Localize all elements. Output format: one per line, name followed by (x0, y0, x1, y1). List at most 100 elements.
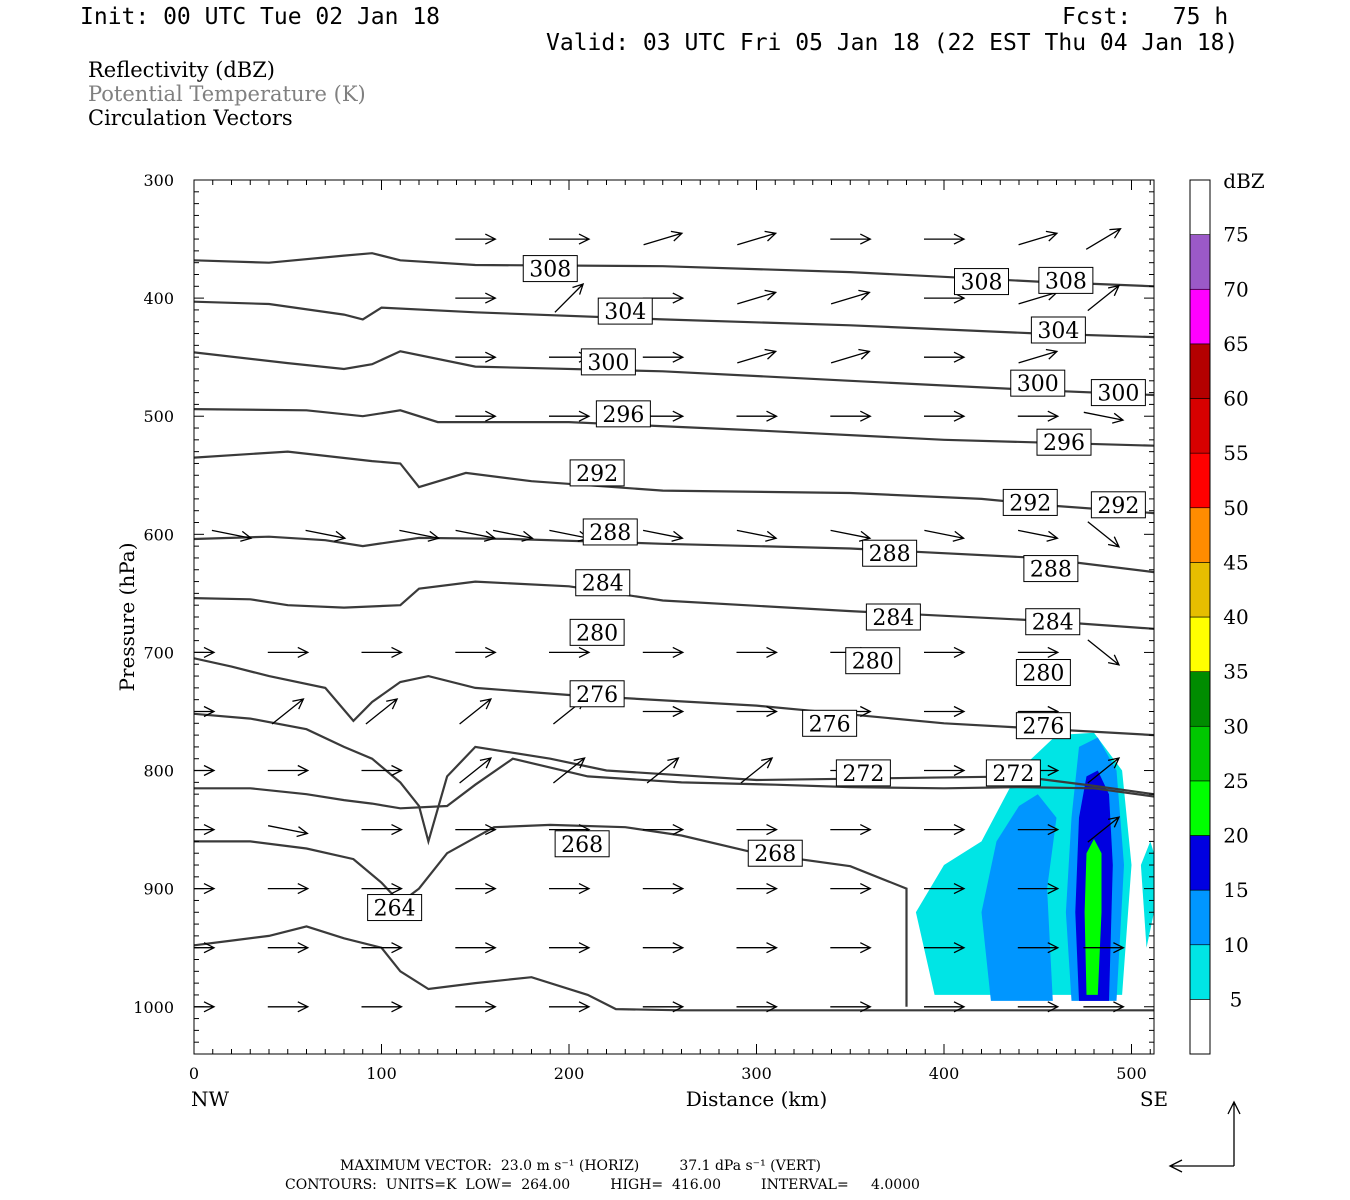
contour-label: 308 (1045, 269, 1087, 294)
circulation-vector (361, 824, 403, 836)
colorbar-bin (1189, 725, 1211, 782)
circulation-vector (924, 410, 966, 422)
circulation-vector (361, 646, 403, 658)
circulation-vector (1017, 529, 1059, 542)
circulation-vector (1087, 639, 1121, 666)
circulation-vector (211, 529, 253, 542)
forecast-hour: Fcst: 75 h (1062, 4, 1229, 30)
colorbar-label: 70 (1223, 277, 1248, 301)
contour-label: 288 (589, 521, 631, 546)
colorbar-bin (1189, 234, 1211, 290)
circulation-vector (1017, 410, 1060, 422)
circulation-vector (549, 1001, 591, 1013)
circulation-vector (643, 230, 684, 246)
circulation-vector (549, 942, 591, 954)
circulation-vector (459, 698, 493, 725)
circulation-vector (455, 410, 497, 422)
contour-label: 272 (842, 762, 884, 787)
contour-label-box (985, 759, 1041, 787)
reflectivity-region (1140, 841, 1154, 948)
circulation-vector (830, 410, 872, 422)
circulation-vector (194, 646, 216, 658)
contour-label-box (1015, 712, 1071, 740)
circulation-vector (361, 883, 403, 895)
colorbar-label: 25 (1223, 769, 1248, 793)
contour-label: 272 (992, 762, 1034, 787)
contour-label-box (747, 839, 803, 867)
contour-label-box (580, 348, 636, 376)
contour-label-box (582, 518, 638, 546)
theta-contour-line (194, 580, 1154, 630)
circulation-vector (736, 705, 778, 718)
colorbar-bin (1189, 343, 1211, 399)
circulation-vector (194, 764, 216, 777)
circulation-vector (492, 529, 534, 542)
contour-label-box (367, 894, 423, 922)
circulation-vector (924, 942, 966, 954)
circulation-vector (194, 1001, 216, 1013)
x-tick-label: 0 (189, 1064, 199, 1083)
reflectivity-region (1084, 839, 1102, 995)
circulation-vector (1017, 883, 1060, 895)
init-time: Init: 00 UTC Tue 02 Jan 18 (80, 4, 441, 30)
circulation-vector (646, 757, 680, 784)
colorbar-bin (1189, 944, 1211, 1000)
theta-contour-line (194, 823, 908, 1007)
circulation-vector (737, 289, 778, 305)
theta-contour-line (194, 350, 1154, 397)
x-axis-label: Distance (km) (686, 1087, 828, 1111)
y-tick-label: 1000 (133, 998, 174, 1017)
colorbar-bin (1189, 179, 1211, 235)
circulation-vector (736, 646, 778, 658)
contour-label-box (802, 709, 858, 737)
circulation-vector (830, 233, 872, 245)
circulation-vector (455, 292, 497, 304)
circulation-vector (1083, 411, 1125, 424)
contour-label-box (569, 618, 625, 646)
nw-label: NW (191, 1087, 230, 1111)
circulation-vector (194, 824, 216, 836)
contour-label-box (865, 603, 921, 631)
contour-label-box (1002, 488, 1058, 516)
colorbar-label: 15 (1223, 878, 1248, 902)
colorbar-label: 55 (1223, 441, 1248, 465)
y-tick-label: 800 (143, 762, 174, 781)
circulation-vector (736, 942, 778, 954)
circulation-vector (736, 1001, 778, 1013)
contour-label: 292 (576, 462, 618, 487)
y-tick-label: 400 (143, 289, 174, 308)
circulation-vector (361, 942, 403, 954)
contour-label: 280 (576, 621, 618, 646)
circulation-vector (736, 410, 778, 422)
contour-info: CONTOURS: UNITS=K LOW= 264.00 HIGH= 416.… (285, 1177, 920, 1193)
circulation-vector (830, 529, 872, 542)
circulation-vector (194, 942, 216, 954)
circulation-vector (642, 529, 684, 542)
valid-time: Valid: 03 UTC Fri 05 Jan 18 (22 EST Thu … (546, 30, 1239, 56)
circulation-vector (455, 942, 497, 954)
colorbar-bin (1189, 616, 1211, 672)
circulation-vector (1018, 230, 1059, 246)
colorbar-frame (1189, 179, 1211, 1055)
contour-label-box (1036, 428, 1092, 456)
contour-label-box (862, 539, 918, 567)
circulation-vector (736, 824, 778, 836)
y-tick-label: 600 (143, 525, 174, 544)
contour-label: 284 (872, 606, 914, 631)
y-tick-label: 900 (143, 880, 174, 899)
y-axis-label: Pressure (hPa) (115, 543, 139, 692)
circulation-vector (549, 646, 591, 658)
colorbar-label: 75 (1223, 223, 1248, 247)
contour-label-box (1038, 266, 1094, 294)
theta-contour-line (194, 252, 1154, 288)
circulation-vector (455, 529, 497, 542)
contour-label: 308 (961, 271, 1003, 296)
circulation-vector (1087, 284, 1121, 312)
circulation-vector (642, 646, 685, 658)
circulation-vector (399, 529, 441, 542)
circulation-vector (267, 825, 309, 838)
circulation-vector (642, 942, 685, 954)
y-tick-label: 500 (143, 407, 174, 426)
circulation-vector (924, 529, 966, 542)
contour-label-box (554, 830, 610, 858)
